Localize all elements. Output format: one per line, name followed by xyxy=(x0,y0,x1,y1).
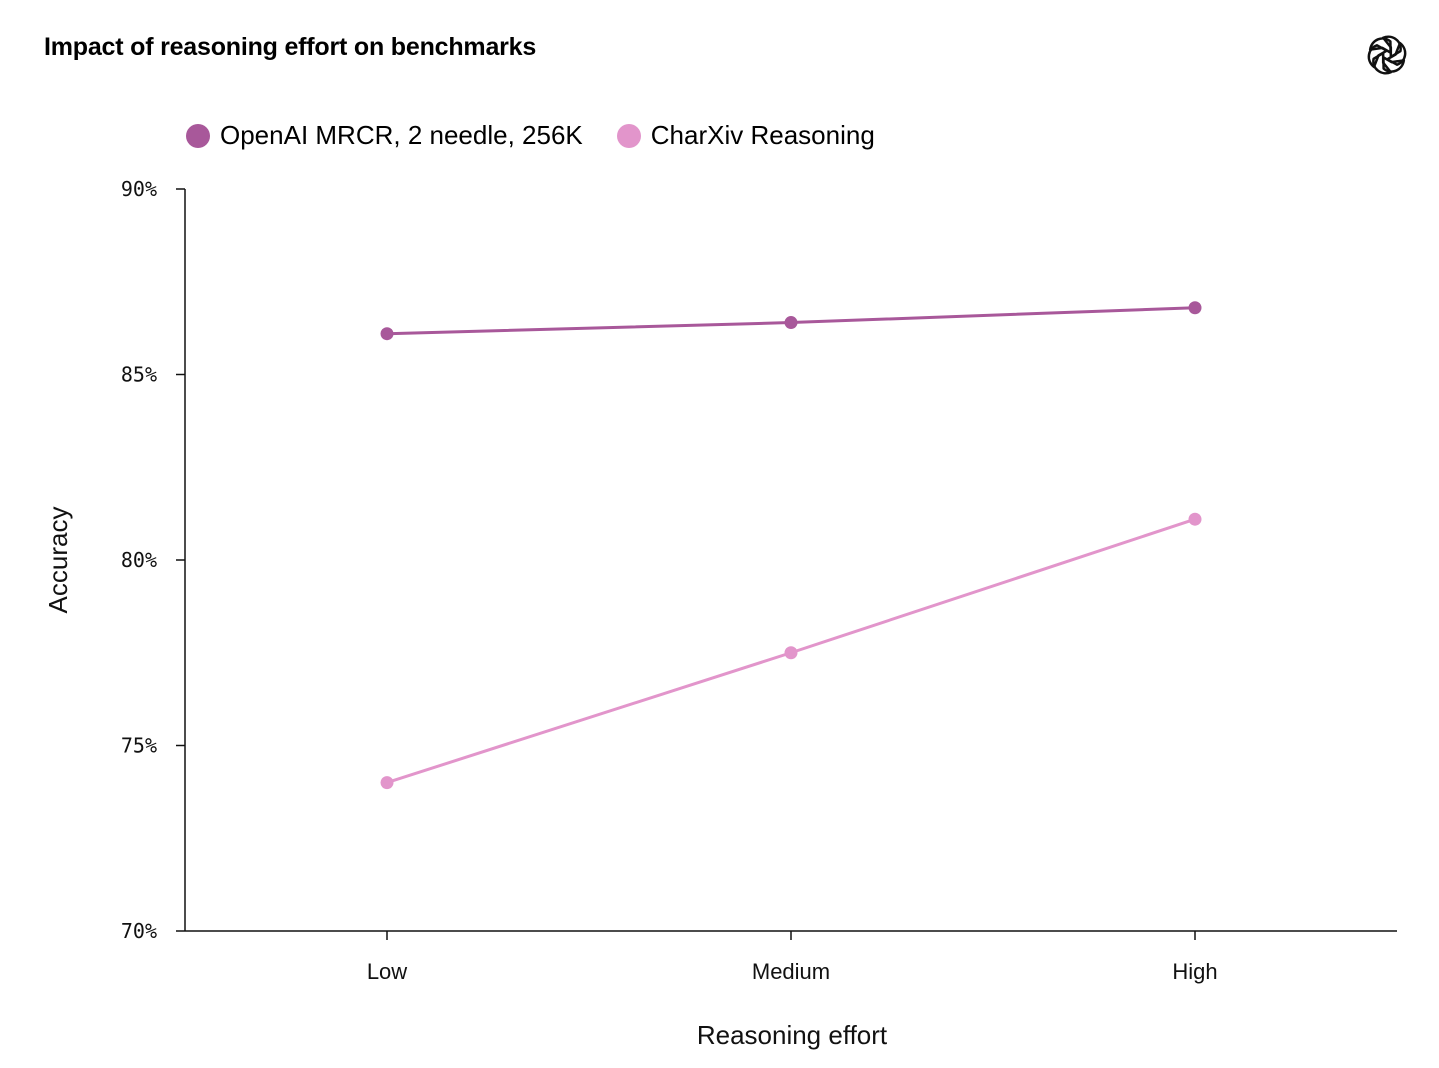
data-point-series-0-0 xyxy=(380,327,394,341)
y-tick-label: 90% xyxy=(121,177,157,201)
y-tick-label: 70% xyxy=(121,919,157,943)
data-point-series-0-2 xyxy=(1188,301,1202,315)
x-tick-label: High xyxy=(1172,959,1217,984)
y-tick-label: 80% xyxy=(121,548,157,572)
y-tick-label: 85% xyxy=(121,363,157,387)
legend-item-mrcr: OpenAI MRCR, 2 needle, 256K xyxy=(186,120,583,151)
legend-label-mrcr: OpenAI MRCR, 2 needle, 256K xyxy=(220,120,583,150)
y-axis-label: Accuracy xyxy=(43,507,73,614)
legend-item-charxiv: CharXiv Reasoning xyxy=(616,120,875,151)
legend-label-charxiv: CharXiv Reasoning xyxy=(650,120,875,150)
x-tick-label: Low xyxy=(367,959,407,984)
data-point-series-0-1 xyxy=(784,316,798,330)
legend-marker-mrcr xyxy=(186,123,210,148)
chart-title: Impact of reasoning effort on benchmarks xyxy=(44,33,537,61)
openai-logo-icon xyxy=(1367,35,1407,75)
chart-axes: 70% 75% 80% 85% 90% Low Medium High xyxy=(121,177,1397,984)
y-tick-label: 75% xyxy=(121,734,157,758)
x-axis-label: Reasoning effort xyxy=(697,1020,888,1050)
data-point-series-1-1 xyxy=(784,646,798,660)
x-tick-label: Medium xyxy=(752,959,830,984)
chart-series-layer xyxy=(380,301,1202,790)
chart-legend: OpenAI MRCR, 2 needle, 256K CharXiv Reas… xyxy=(186,120,909,151)
data-point-series-1-0 xyxy=(380,776,394,790)
data-point-series-1-2 xyxy=(1188,512,1202,526)
legend-marker-charxiv xyxy=(616,123,641,148)
